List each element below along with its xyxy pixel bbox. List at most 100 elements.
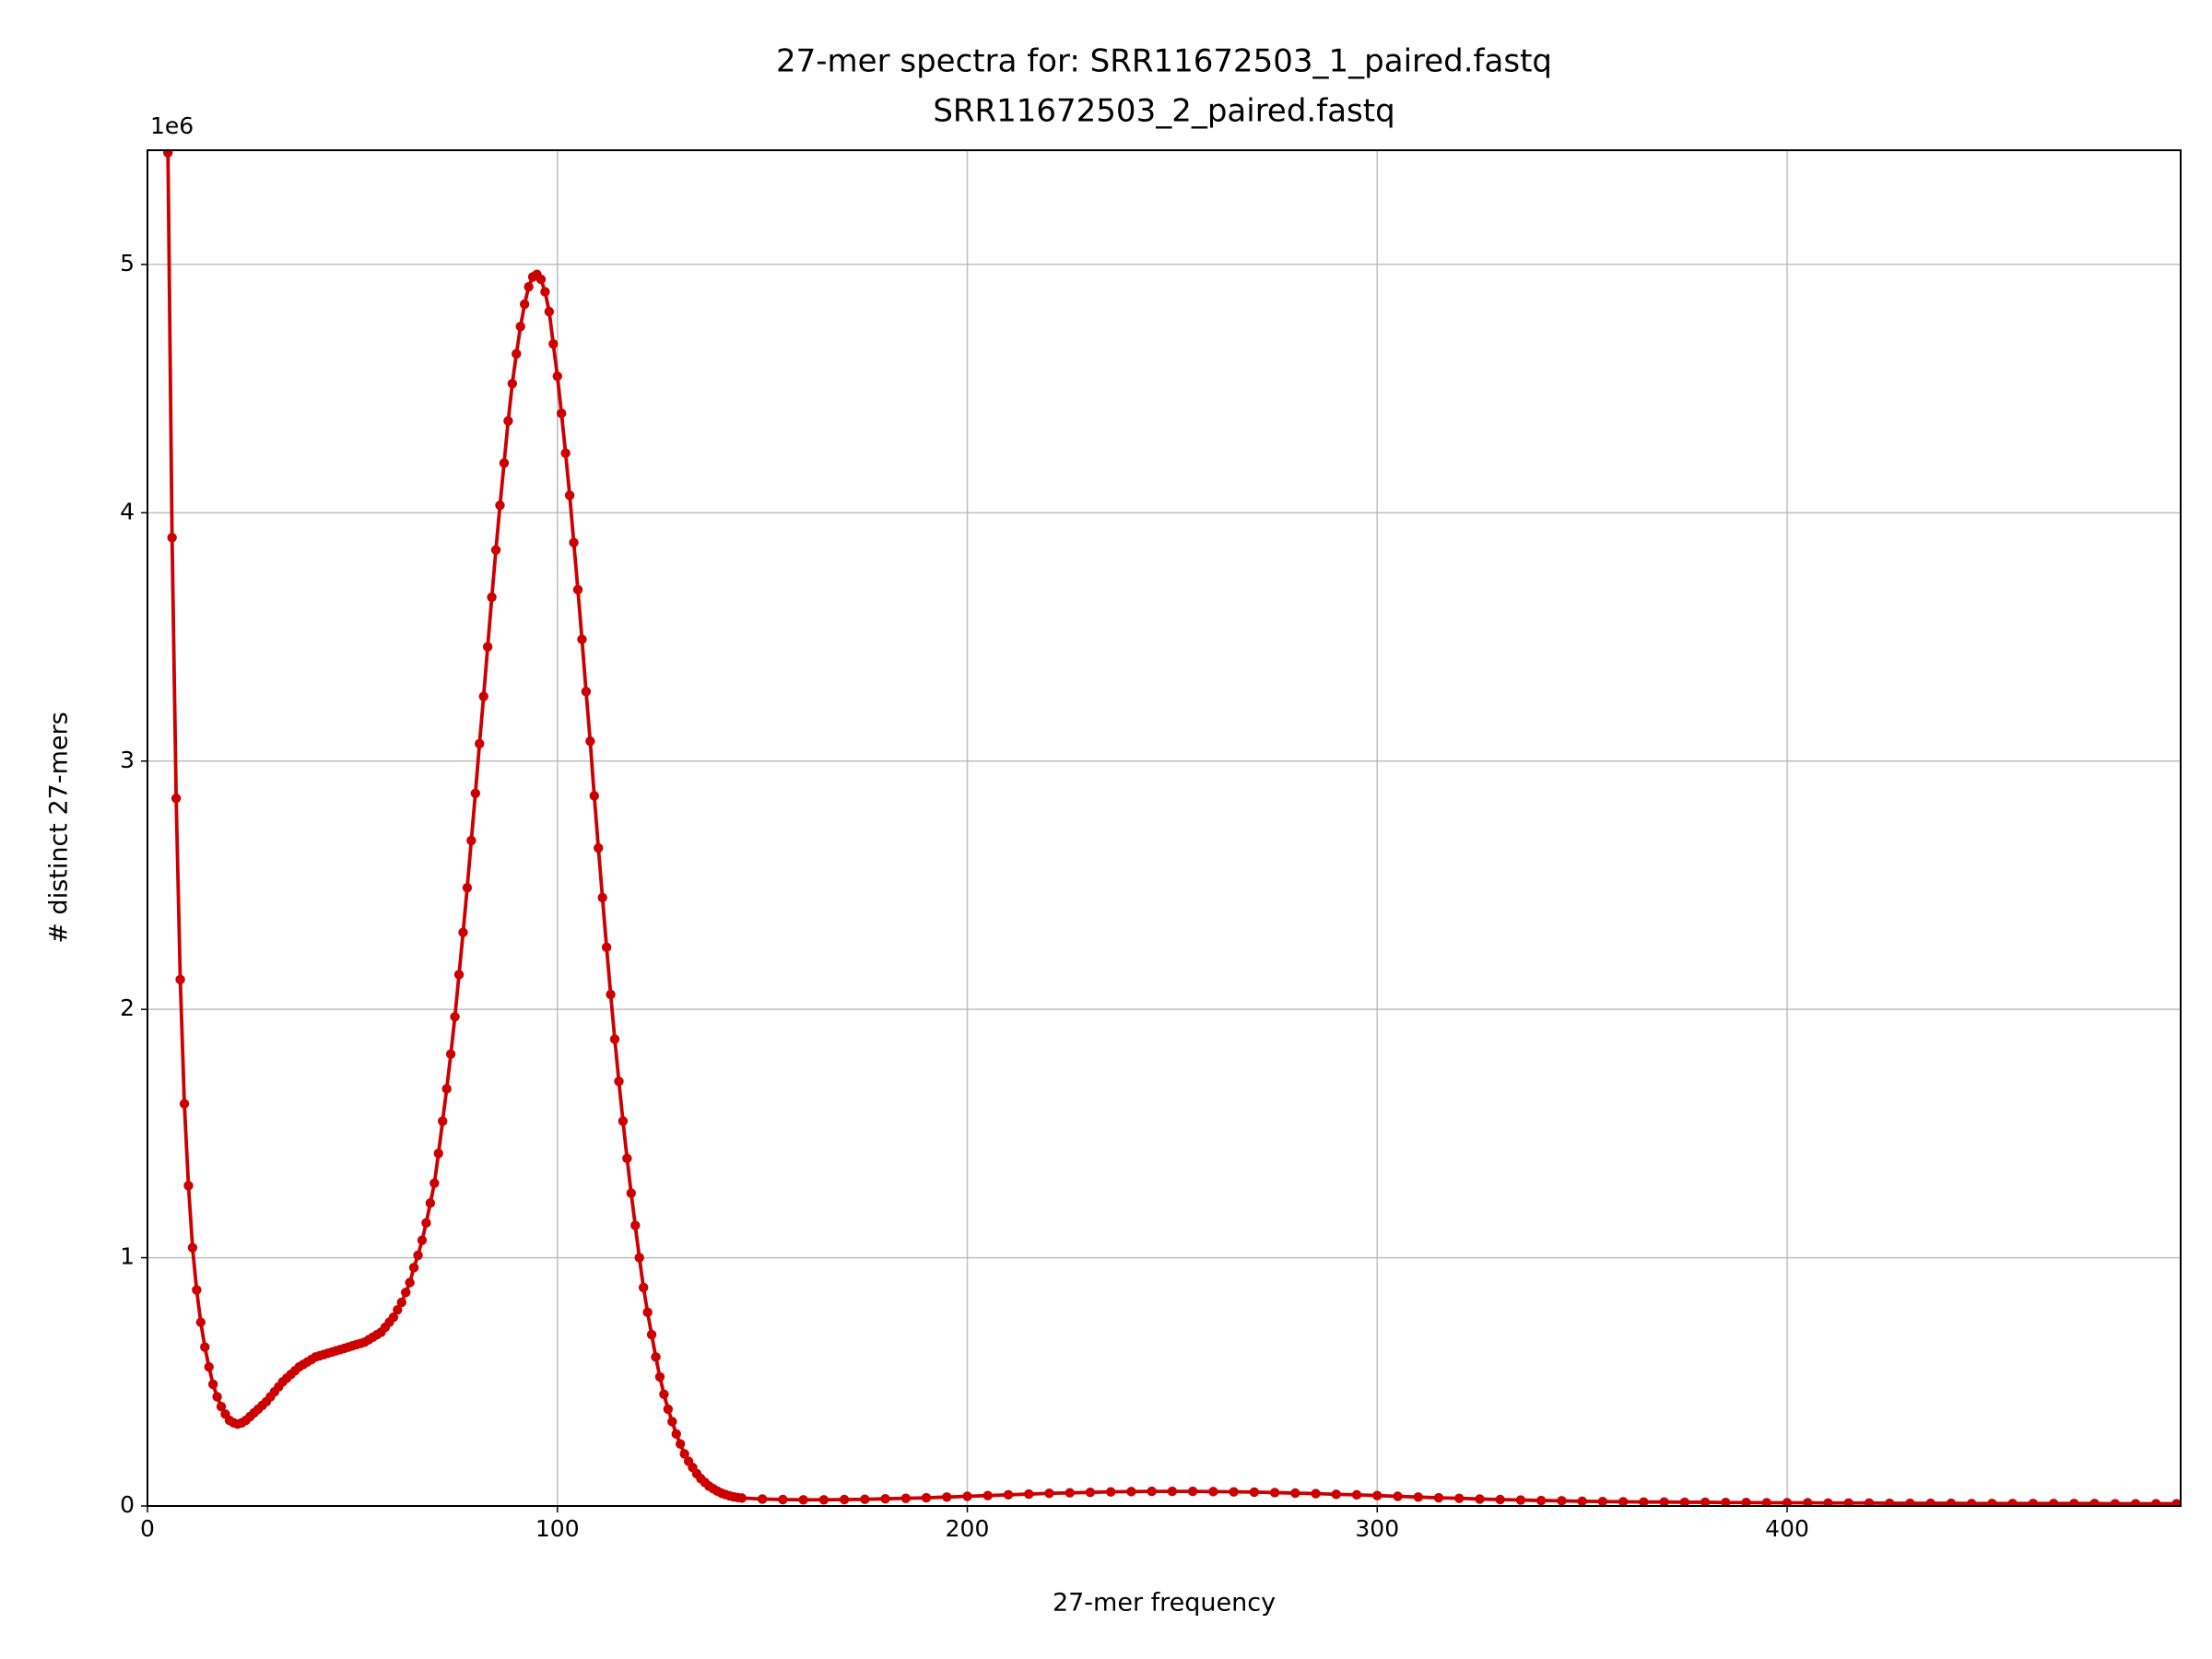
data-point bbox=[1987, 1499, 1997, 1506]
data-point bbox=[1229, 1487, 1239, 1497]
data-point bbox=[438, 1116, 448, 1126]
y-tick-label: 5 bbox=[120, 250, 135, 276]
data-point bbox=[1351, 1489, 1362, 1500]
data-point bbox=[405, 1277, 415, 1288]
x-tick-label: 400 bbox=[1765, 1515, 1809, 1542]
data-point bbox=[216, 1402, 227, 1412]
data-point bbox=[606, 989, 616, 1000]
data-point bbox=[1065, 1488, 1075, 1498]
data-point bbox=[417, 1235, 428, 1245]
data-point bbox=[171, 793, 182, 804]
data-point bbox=[2007, 1499, 2018, 1506]
data-point bbox=[535, 274, 547, 285]
x-tick-label: 300 bbox=[1355, 1515, 1399, 1542]
data-point bbox=[499, 458, 510, 468]
data-point bbox=[1721, 1498, 1731, 1506]
data-point bbox=[183, 1181, 194, 1191]
plot-frame bbox=[147, 149, 2182, 1507]
data-point bbox=[515, 322, 525, 332]
data-point bbox=[577, 634, 587, 644]
data-point bbox=[675, 1439, 686, 1449]
data-point bbox=[507, 379, 518, 389]
data-point bbox=[466, 835, 477, 846]
data-point bbox=[524, 281, 534, 292]
data-point bbox=[667, 1417, 677, 1427]
data-point bbox=[400, 1288, 411, 1298]
data-point bbox=[1639, 1497, 1649, 1506]
data-point bbox=[1187, 1486, 1198, 1497]
data-point bbox=[1679, 1497, 1690, 1506]
data-point bbox=[179, 1099, 190, 1109]
data-point bbox=[1741, 1498, 1751, 1506]
data-point bbox=[671, 1429, 681, 1440]
data-point bbox=[564, 490, 575, 500]
data-point bbox=[1761, 1498, 1771, 1506]
data-point bbox=[1208, 1487, 1218, 1497]
data-point bbox=[1557, 1496, 1567, 1506]
data-point bbox=[1925, 1498, 1936, 1506]
data-point bbox=[450, 1012, 460, 1022]
x-axis-label: 27-mer frequency bbox=[1053, 1589, 1276, 1618]
data-point bbox=[163, 150, 173, 158]
data-point bbox=[2171, 1499, 2181, 1506]
data-point bbox=[396, 1297, 406, 1308]
data-point bbox=[569, 537, 579, 547]
data-point bbox=[1454, 1493, 1465, 1503]
data-point bbox=[540, 287, 550, 297]
data-point bbox=[581, 687, 592, 697]
data-point bbox=[433, 1148, 443, 1159]
data-point bbox=[408, 1263, 419, 1273]
data-point bbox=[187, 1242, 198, 1253]
data-point bbox=[425, 1198, 436, 1208]
data-point bbox=[1597, 1496, 1608, 1506]
data-point bbox=[552, 371, 562, 382]
data-point bbox=[1885, 1498, 1895, 1506]
data-point bbox=[1331, 1489, 1341, 1500]
data-point bbox=[900, 1493, 912, 1503]
data-point bbox=[2110, 1499, 2121, 1506]
data-point bbox=[1864, 1498, 1875, 1506]
y-tick-label: 2 bbox=[120, 994, 135, 1021]
data-point bbox=[798, 1495, 808, 1505]
data-point bbox=[818, 1495, 830, 1505]
data-point bbox=[757, 1494, 768, 1504]
data-point bbox=[503, 416, 513, 426]
data-point bbox=[1372, 1490, 1382, 1500]
data-point bbox=[2048, 1499, 2059, 1506]
data-point bbox=[544, 306, 555, 317]
data-point bbox=[1966, 1499, 1977, 1506]
data-point bbox=[1147, 1486, 1157, 1497]
data-point bbox=[557, 408, 567, 418]
data-point bbox=[458, 927, 468, 937]
data-point bbox=[642, 1307, 653, 1318]
data-point bbox=[1167, 1486, 1178, 1497]
data-point bbox=[1249, 1487, 1260, 1498]
data-point bbox=[1413, 1492, 1423, 1502]
data-point bbox=[1946, 1498, 1957, 1506]
data-point bbox=[167, 533, 177, 543]
data-point bbox=[388, 1312, 399, 1323]
data-point bbox=[778, 1494, 788, 1505]
data-point bbox=[614, 1077, 624, 1087]
data-point bbox=[1085, 1487, 1096, 1498]
data-point bbox=[597, 892, 607, 903]
data-point bbox=[490, 545, 501, 555]
data-point bbox=[1311, 1488, 1321, 1499]
data-point bbox=[421, 1218, 431, 1229]
x-tick-label: 200 bbox=[946, 1515, 990, 1542]
series bbox=[163, 150, 2181, 1506]
data-point bbox=[659, 1389, 669, 1399]
data-point bbox=[212, 1392, 222, 1402]
data-point bbox=[548, 338, 559, 349]
data-point bbox=[1044, 1488, 1054, 1499]
data-point bbox=[1126, 1487, 1136, 1497]
data-point bbox=[1475, 1494, 1485, 1504]
data-point bbox=[942, 1492, 952, 1502]
y-tick-label: 0 bbox=[120, 1491, 135, 1518]
data-point bbox=[638, 1282, 649, 1293]
chart-title: 27-mer spectra for: SRR11672503_1_paired… bbox=[776, 43, 1552, 80]
data-point bbox=[195, 1317, 206, 1327]
ticks: 0 100 200 300 400 0 1 2 3 4 5 bbox=[120, 250, 1809, 1542]
data-point bbox=[487, 592, 497, 603]
